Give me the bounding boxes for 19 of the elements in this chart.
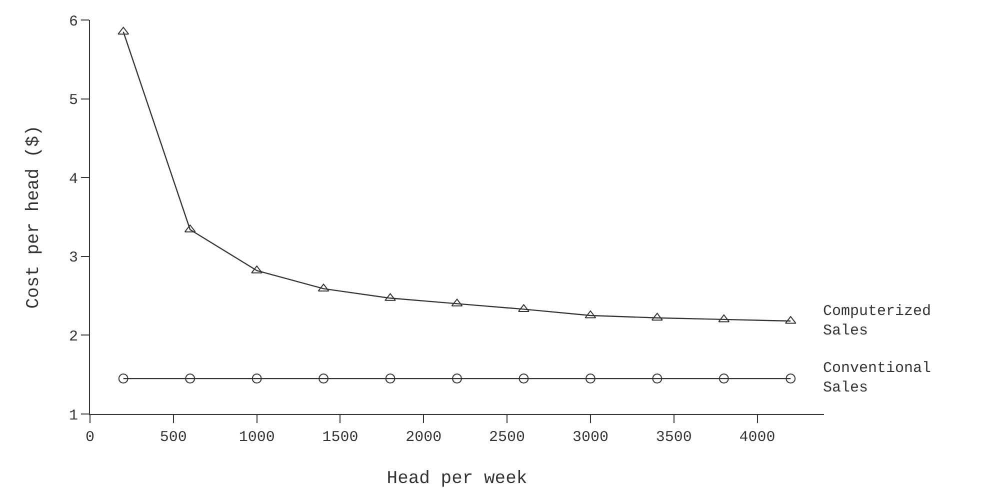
x-tick-label: 2000 [406, 429, 442, 446]
series-label: Computerized Sales [823, 303, 932, 340]
series-label: Conventional Sales [823, 360, 932, 396]
y-axis-title: Cost per head ($) [24, 125, 44, 309]
y-tick-label: 1 [68, 407, 78, 424]
x-tick-label: 1500 [322, 429, 358, 446]
y-tick-label: 6 [68, 13, 78, 30]
y-tick-label: 3 [68, 250, 78, 267]
y-tick-label: 5 [68, 92, 78, 110]
x-tick-label: 3500 [656, 429, 692, 446]
y-tick-label: 4 [68, 170, 78, 188]
y-tick-label: 2 [68, 328, 78, 346]
x-tick-label: 3000 [572, 429, 608, 446]
x-tick-label: 500 [160, 429, 187, 446]
x-tick-label: 4000 [739, 429, 776, 446]
x-tick-label: 1000 [238, 429, 275, 446]
x-tick-label: 2500 [489, 429, 526, 446]
x-axis-title: Head per week [386, 469, 528, 490]
x-tick-label: 0 [85, 429, 95, 446]
